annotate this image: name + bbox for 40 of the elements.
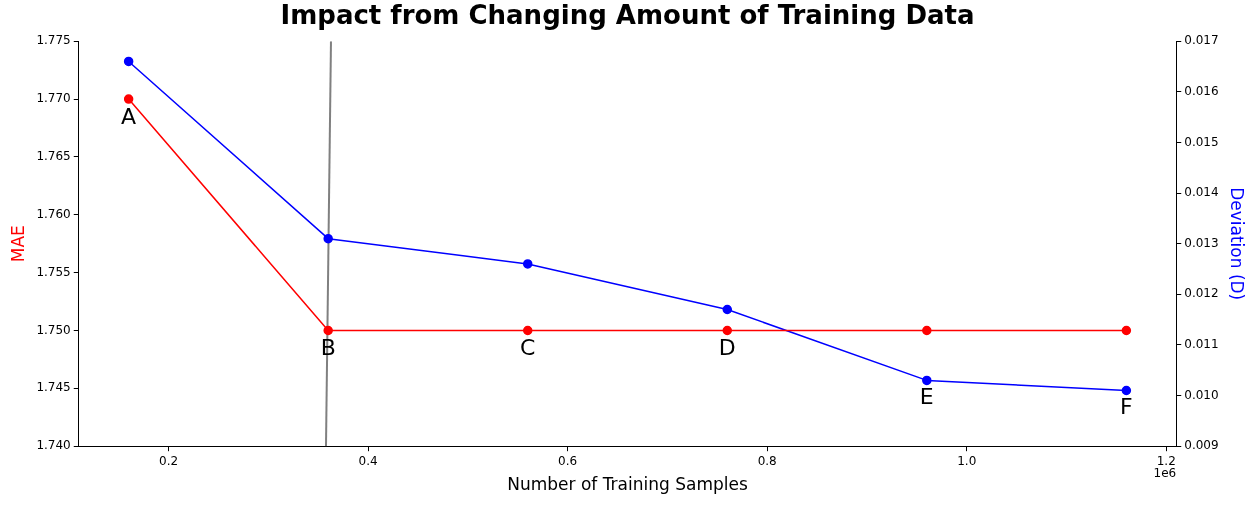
y-axis-title: MAE [7, 225, 28, 263]
y-tick-label: 1.740 [36, 438, 71, 453]
x-tick-label: 0.6 [558, 453, 578, 468]
point [1121, 385, 1132, 396]
y-tick-label: 1.755 [36, 264, 71, 279]
y-tick-label: 1.750 [36, 322, 71, 337]
y-tick-label: 1.765 [36, 149, 71, 164]
y2-tick-label: 0.009 [1184, 438, 1219, 453]
y2-tick-label: 0.014 [1184, 185, 1219, 200]
annotation: E [919, 383, 934, 409]
y2-tick-label: 0.012 [1184, 286, 1219, 301]
annotation: C [520, 335, 536, 361]
y2-tick-label: 0.017 [1184, 33, 1219, 48]
y2-axis-title: Deviation (D) [1227, 187, 1248, 301]
x-tick-label: 0.2 [159, 453, 179, 468]
annotation: F [1120, 394, 1133, 420]
annotation: A [121, 103, 137, 129]
y2-tick-label: 0.013 [1184, 235, 1219, 250]
point [722, 304, 733, 315]
point [123, 56, 134, 67]
x-tick-label: 0.4 [358, 453, 378, 468]
y2-tick-label: 0.016 [1184, 83, 1219, 98]
y-tick-label: 1.745 [36, 380, 71, 395]
y-tick-label: 1.775 [36, 33, 71, 48]
y2-tick-label: 0.011 [1184, 337, 1219, 352]
point [922, 375, 932, 386]
x-tick-label: 1.0 [957, 453, 977, 468]
point [323, 233, 333, 244]
y2-tick-label: 0.015 [1184, 134, 1219, 149]
annotation: D [718, 335, 736, 361]
y-tick-label: 1.770 [36, 91, 71, 106]
x-tick-label: 1.2 [1156, 453, 1176, 468]
y2-tick-label: 0.010 [1184, 387, 1219, 402]
text: 1e6 [1153, 466, 1177, 481]
x-tick-label: 0.8 [757, 453, 777, 468]
chart-title: Impact from Changing Amount of Training Data [280, 0, 975, 31]
annotation: B [320, 335, 336, 361]
point [522, 259, 533, 269]
x-axis-title: Number of Training Samples [507, 474, 748, 495]
y-tick-label: 1.760 [36, 206, 71, 221]
